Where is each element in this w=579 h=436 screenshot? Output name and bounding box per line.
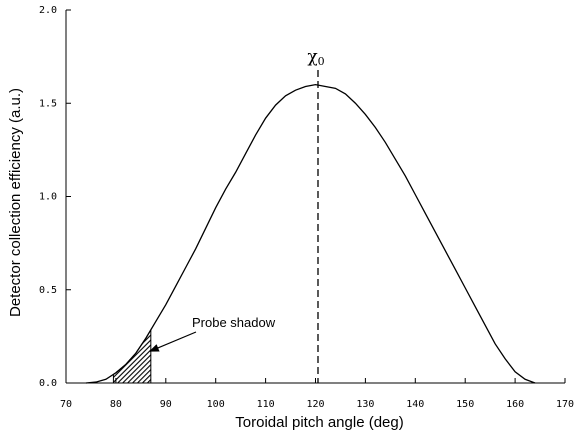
y-tick-label: 1.5 <box>39 98 57 109</box>
x-tick-label: 170 <box>556 399 574 410</box>
probe-shadow-label: Probe shadow <box>192 315 276 330</box>
x-tick-label: 160 <box>506 399 524 410</box>
x-tick-label: 130 <box>356 399 374 410</box>
x-tick-label: 150 <box>456 399 474 410</box>
x-tick-label: 80 <box>110 399 122 410</box>
y-tick-label: 0.5 <box>39 285 57 296</box>
chi0-label: χ0 <box>307 47 324 68</box>
y-tick-label: 2.0 <box>39 5 57 16</box>
y-tick-label: 0.0 <box>39 378 57 389</box>
x-axis-title: Toroidal pitch angle (deg) <box>235 414 403 431</box>
y-axis-ticks: 0.0 0.5 1.0 1.5 2.0 <box>39 5 71 389</box>
x-tick-label: 70 <box>60 399 72 410</box>
y-axis-title: Detector collection efficiency (a.u.) <box>7 88 24 317</box>
y-tick-label: 1.0 <box>39 192 57 203</box>
efficiency-curve <box>85 83 536 384</box>
x-tick-label: 90 <box>160 399 172 410</box>
probe-shadow-arrow <box>148 331 197 352</box>
x-axis-ticks: 70 80 90 100 110 120 130 140 150 160 170 <box>60 378 574 410</box>
x-tick-label: 110 <box>257 399 275 410</box>
x-tick-label: 120 <box>306 399 324 410</box>
x-tick-label: 140 <box>406 399 424 410</box>
x-tick-label: 100 <box>207 399 225 410</box>
efficiency-line <box>85 83 536 384</box>
